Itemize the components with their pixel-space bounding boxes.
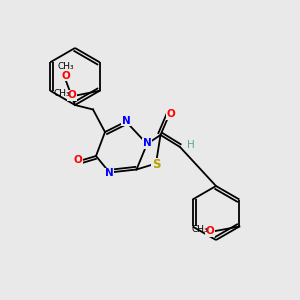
Text: CH₃: CH₃ <box>191 225 208 234</box>
Text: O: O <box>74 155 82 165</box>
Text: O: O <box>61 70 70 81</box>
Text: H: H <box>187 140 194 151</box>
Text: O: O <box>206 226 214 236</box>
Text: O: O <box>167 109 176 119</box>
Text: CH₃: CH₃ <box>57 62 74 71</box>
Text: N: N <box>105 168 114 178</box>
Text: O: O <box>68 90 76 100</box>
Text: S: S <box>152 158 160 172</box>
Text: N: N <box>143 138 152 148</box>
Text: N: N <box>122 116 131 126</box>
Text: CH₃: CH₃ <box>53 89 70 98</box>
